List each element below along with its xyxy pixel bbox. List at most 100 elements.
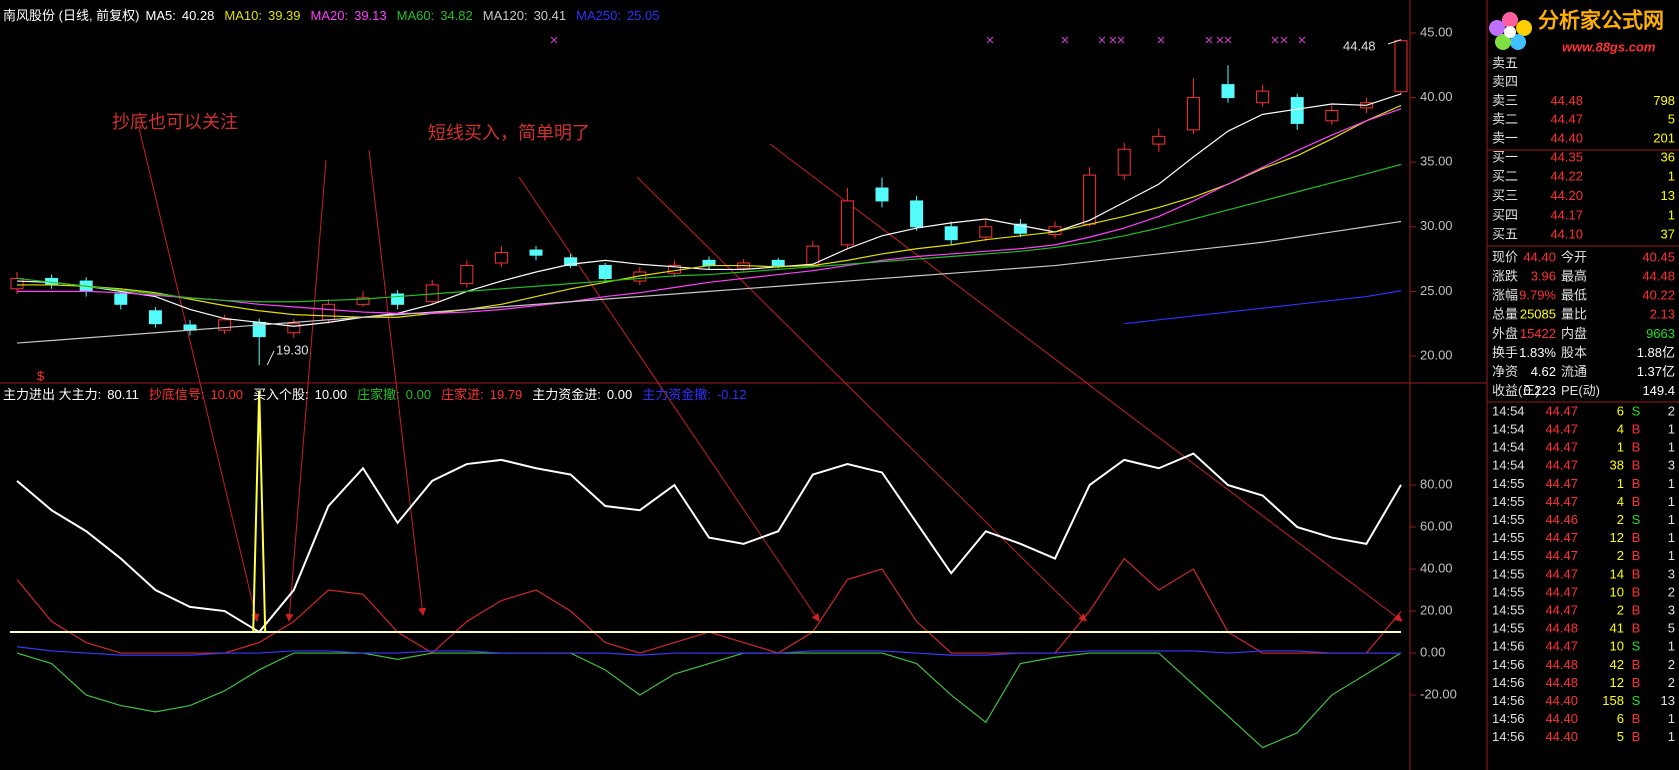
candle-body [529, 249, 543, 256]
trade-price: 44.47 [1545, 566, 1578, 581]
book-price: 44.22 [1550, 169, 1583, 184]
trade-count: 1 [1668, 440, 1675, 455]
bottom-signal [252, 390, 267, 633]
trade-price: 44.47 [1545, 458, 1578, 473]
trade-side: S [1632, 512, 1641, 527]
y-tick-label: -20.00 [1420, 686, 1457, 701]
candle-body [1117, 148, 1131, 176]
indicator-name: 主力资金进: [532, 387, 601, 402]
trade-price: 44.47 [1545, 422, 1578, 437]
trade-volume: 14 [1610, 566, 1624, 581]
ma-name: MA20: [310, 8, 349, 23]
trade-time: 14:55 [1492, 512, 1525, 527]
stat-value: 4.62 [1531, 364, 1556, 379]
stat-value: 40.22 [1642, 288, 1675, 303]
signal-cross [1205, 36, 1213, 44]
candle-body [598, 265, 612, 279]
signal-cross [1098, 36, 1106, 44]
candle-body [218, 319, 232, 331]
stat-value: 3.96 [1531, 269, 1556, 284]
book-volume: 5 [1668, 112, 1675, 127]
book-label: 买四 [1492, 207, 1518, 222]
candle-body [1221, 84, 1235, 99]
trade-count: 1 [1668, 422, 1675, 437]
ma-line [16, 163, 1402, 303]
trade-volume: 1 [1617, 440, 1624, 455]
stat-label: 总量 [1492, 307, 1518, 322]
indicator-value: 19.79 [489, 387, 523, 402]
trade-volume: 12 [1610, 530, 1624, 545]
trade-price: 44.47 [1545, 403, 1578, 418]
trade-side: S [1632, 403, 1641, 418]
candle-body [287, 323, 301, 334]
low-pointer [266, 350, 275, 366]
signal-cross [1157, 36, 1165, 44]
y-tick-label: 35.00 [1420, 154, 1453, 169]
book-volume: 1 [1668, 207, 1675, 222]
stat-value: 15422 [1520, 326, 1556, 341]
candle-body [148, 310, 162, 325]
candle-body [10, 277, 24, 290]
trade-time: 14:55 [1492, 476, 1525, 491]
signal-cross [1224, 36, 1232, 44]
signal-cross [1298, 36, 1306, 44]
indicator-line [16, 646, 1402, 656]
trade-count: 13 [1661, 693, 1675, 708]
stat-label: 现价 [1492, 249, 1518, 264]
ma-value: 25.05 [626, 8, 660, 23]
stat-label: 外盘 [1492, 326, 1518, 341]
annotation: 短线买入，简单明了 [428, 123, 590, 143]
logo-icon [1489, 12, 1532, 50]
candle-body [114, 293, 128, 305]
stat-value: 1.88亿 [1637, 345, 1675, 360]
price-header: 南风股份 (日线, 前复权) MA5: 40.28 MA10: 39.39 MA20: 39… [3, 5, 669, 24]
book-label: 卖二 [1492, 112, 1518, 127]
logo-name: 分析家公式网 [1538, 9, 1664, 33]
indicator-value: 0.00 [405, 387, 432, 402]
low-label: 19.30 [276, 342, 309, 357]
trade-price: 44.48 [1545, 675, 1578, 690]
trade-time: 14:55 [1492, 584, 1525, 599]
trade-side: B [1632, 458, 1641, 473]
trade-side: B [1632, 675, 1641, 690]
stat-label: 换手 [1492, 345, 1518, 360]
ma-value: 39.39 [267, 8, 301, 23]
trade-side: B [1632, 711, 1641, 726]
trade-count: 2 [1668, 584, 1675, 599]
y-tick-label: 60.00 [1420, 518, 1453, 533]
logo-url: www.88gs.com [1562, 39, 1656, 54]
trade-side: B [1632, 657, 1641, 672]
trade-price: 44.47 [1545, 584, 1578, 599]
trade-time: 14:55 [1492, 621, 1525, 636]
trade-count: 2 [1668, 675, 1675, 690]
ma-name: MA60: [396, 8, 435, 23]
trade-price: 44.47 [1545, 548, 1578, 563]
trade-side: B [1632, 603, 1641, 618]
candle-body [702, 259, 716, 267]
trade-price: 44.47 [1545, 603, 1578, 618]
trade-volume: 41 [1610, 621, 1624, 636]
candle-body [1083, 174, 1097, 225]
trade-side: B [1632, 476, 1641, 491]
trade-volume: 2 [1617, 548, 1624, 563]
trade-volume: 38 [1610, 458, 1624, 473]
trade-count: 1 [1668, 711, 1675, 726]
stat-value: 25085 [1520, 307, 1556, 322]
book-price: 44.10 [1550, 227, 1583, 242]
candle-body [1394, 40, 1408, 93]
trade-side: B [1632, 729, 1641, 744]
signal-cross [1109, 36, 1117, 44]
ma-line [16, 93, 1402, 327]
marker: $ [37, 368, 45, 383]
trade-count: 5 [1668, 621, 1675, 636]
ma-value: 34.82 [440, 8, 473, 23]
trade-time: 14:56 [1492, 675, 1525, 690]
indicator-value: 10.00 [314, 387, 348, 402]
trade-count: 1 [1668, 548, 1675, 563]
trade-count: 1 [1668, 639, 1675, 654]
indicator-name: 买入个股: [252, 387, 309, 402]
book-price: 44.48 [1550, 93, 1583, 108]
book-price: 44.40 [1550, 130, 1583, 145]
indicator-line [16, 557, 1402, 654]
